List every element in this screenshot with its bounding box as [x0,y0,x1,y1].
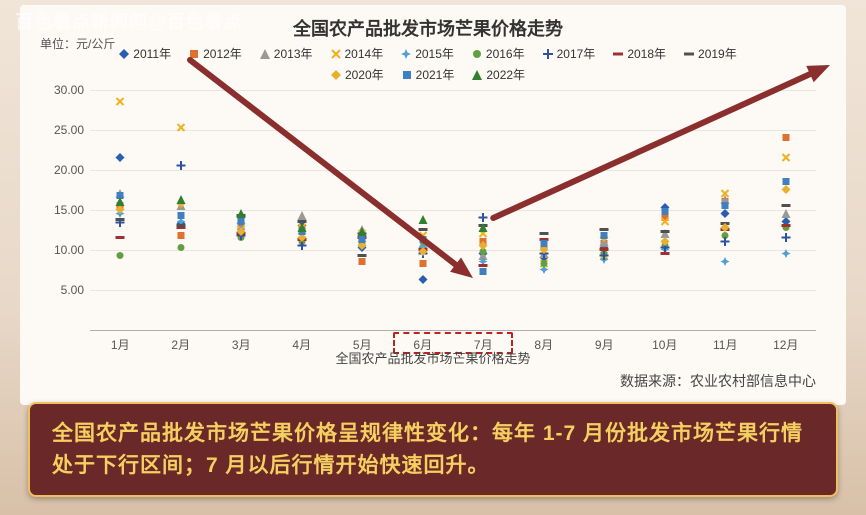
gridline [90,210,816,211]
data-source: 数据来源：农业农村部信息中心 [620,371,816,391]
data-point [721,219,730,237]
data-point [479,237,488,255]
gridline [90,250,816,251]
legend-item: 2019年 [684,45,737,62]
data-point [116,93,125,111]
data-point [721,197,730,215]
data-point [116,247,125,265]
data-point [418,231,427,249]
data-point [176,239,185,257]
data-point [418,211,427,229]
data-point [600,227,609,245]
y-tick-label: 5.00 [61,283,84,297]
gridline [90,290,816,291]
gridline [90,90,816,91]
y-tick-label: 30.00 [54,83,84,97]
legend-item: 2011年 [119,45,171,62]
data-point [781,197,790,215]
data-point [176,207,185,225]
gridline [90,130,816,131]
gridline [90,170,816,171]
legend-item: 2018年 [613,45,666,62]
data-point [176,191,185,209]
data-point [660,203,669,221]
data-point [781,173,790,191]
data-point [721,253,730,271]
y-tick-label: 25.00 [54,123,84,137]
data-point [116,149,125,167]
legend-item: 2017年 [543,45,596,62]
y-tick-label: 20.00 [54,163,84,177]
legend-item: 2022年 [472,66,525,83]
data-point [418,271,427,289]
data-point [116,193,125,211]
data-point [781,149,790,167]
data-point [539,235,548,253]
data-point [116,229,125,247]
data-point [176,119,185,137]
conclusion-bar: 全国农产品批发市场芒果价格呈规律性变化：每年 1-7 月份批发市场芒果行情处于下… [28,402,838,497]
legend-item: 2015年 [401,45,454,62]
y-tick-label: 15.00 [54,203,84,217]
watermark-text: 百色看点新闻网@百色看点 [15,8,243,34]
data-point [176,157,185,175]
legend-item: 2016年 [472,45,525,62]
legend-item: 2012年 [189,45,242,62]
data-point [781,245,790,263]
y-unit-label: 单位：元/公斤 [40,35,115,52]
legend-item: 2014年 [331,45,384,62]
data-point [781,129,790,147]
data-point [660,233,669,251]
data-point [297,219,306,237]
chart-panel: 全国农产品批发市场芒果价格走势 单位：元/公斤 2011年2012年2013年2… [20,5,846,405]
data-point [358,223,367,241]
legend: 2011年 2012年 2013年 2014年 2015年 2016年 2017年 2018年… [108,45,748,83]
legend-item: 2013年 [260,45,313,62]
plot-area: 5.0010.0015.0020.0025.0030.001月2月3月4月5月6… [90,90,816,330]
legend-item: 2020年 [331,66,384,83]
data-point [781,217,790,235]
data-point [479,219,488,237]
y-tick-label: 10.00 [54,243,84,257]
data-point [237,205,246,223]
legend-item: 2021年 [402,66,455,83]
x-axis-title: 全国农产品批发市场芒果价格走势 [20,348,846,367]
data-point [479,263,488,281]
